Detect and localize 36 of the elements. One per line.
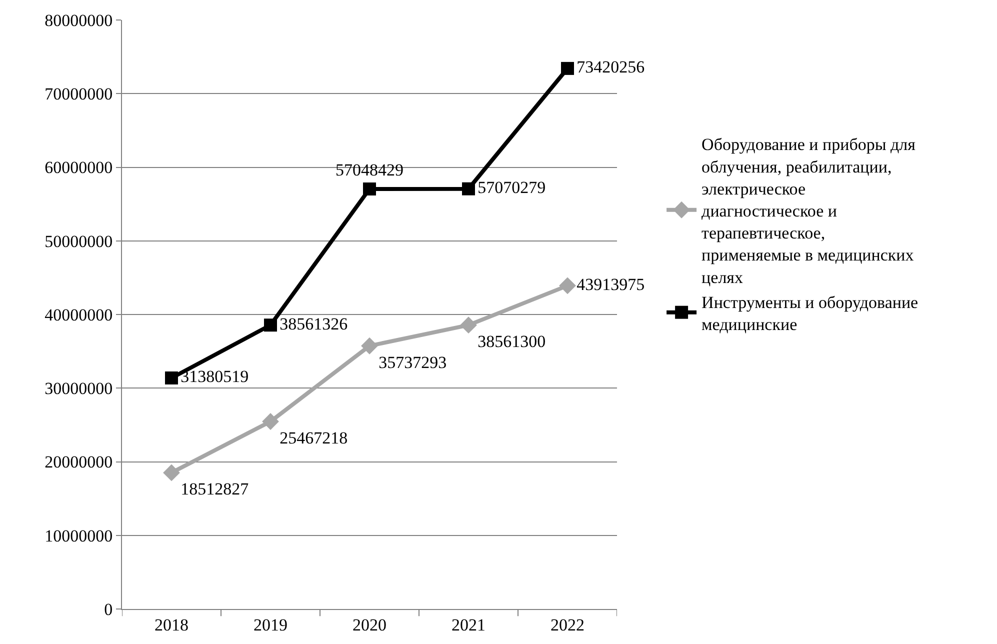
y-tick-label: 80000000 <box>44 10 113 30</box>
y-tick-label: 40000000 <box>44 305 113 324</box>
y-tick-label: 30000000 <box>44 379 113 398</box>
y-tick-label: 0 <box>104 600 113 619</box>
data-label: 38561300 <box>478 332 546 351</box>
point <box>264 318 277 332</box>
x-tick-label: 2019 <box>254 615 288 634</box>
data-label: 73420256 <box>576 58 645 77</box>
point <box>561 62 574 75</box>
x-tick-label: 2018 <box>154 615 188 634</box>
point <box>361 337 378 354</box>
point <box>462 182 475 196</box>
point <box>363 182 376 196</box>
point <box>163 464 180 482</box>
y-tick-label: 70000000 <box>44 84 113 104</box>
point <box>165 371 178 384</box>
y-tick-label: 50000000 <box>44 232 113 251</box>
y-tick-label: 20000000 <box>44 452 113 472</box>
point <box>262 413 279 430</box>
data-label: 43913975 <box>576 274 645 294</box>
point <box>460 316 477 334</box>
data-label: 18512827 <box>180 480 250 499</box>
data-label: 57048429 <box>336 160 404 180</box>
x-tick-label: 2020 <box>352 615 386 634</box>
data-label: 57070279 <box>478 178 546 198</box>
point <box>559 277 576 294</box>
y-tick-label: 60000000 <box>44 158 113 178</box>
data-label: 25467218 <box>280 428 348 448</box>
legend-label: Инструменты и оборудование медицинские <box>702 292 918 334</box>
data-label: 31380519 <box>180 367 249 386</box>
y-tick-label: 10000000 <box>44 526 113 546</box>
data-label: 35737293 <box>378 352 447 372</box>
x-tick-label: 2022 <box>550 615 584 634</box>
data-label: 38561326 <box>280 314 348 334</box>
legend-label: Оборудование и приборы для облучения, реабилитации, электрическое диагностическое и терапевтическое, применяемые в медицинских целях <box>702 135 916 287</box>
x-tick-label: 2021 <box>452 615 486 634</box>
